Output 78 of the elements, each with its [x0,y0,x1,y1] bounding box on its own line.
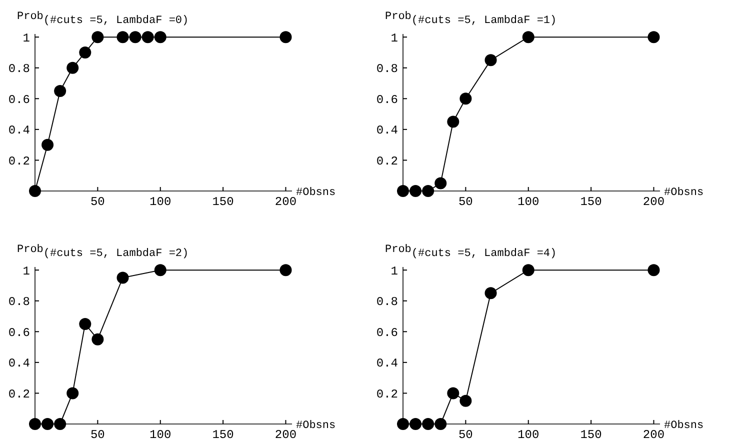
x-tick-label: 50 [90,195,105,209]
point [484,287,497,300]
y-tick-label: 1 [390,31,398,46]
point [66,387,79,400]
y-tick-label: 0.6 [8,92,30,107]
point [129,31,142,44]
point [66,62,79,74]
y-tick-label: 0.2 [376,154,398,168]
x-tick-label: 150 [580,195,602,209]
point [154,31,166,44]
point [42,418,54,430]
point [280,264,292,276]
point [522,264,534,276]
point [460,394,472,407]
point [79,46,92,58]
x-axis-title: #Obsns [296,420,336,432]
point [410,418,422,430]
y-tick-label: 0.2 [8,154,30,168]
x-tick-label: 200 [642,195,665,209]
x-tick-label: 50 [458,428,473,442]
point [92,333,104,346]
point [154,264,166,276]
point [142,31,154,44]
x-tick-label: 50 [90,428,105,442]
y-tick-label: 0.4 [8,124,30,138]
point [29,418,41,430]
x-tick-label: 150 [212,428,234,442]
y-tick-label: 0.4 [376,356,398,371]
x-tick-label: 100 [150,428,172,442]
y-tick-label: 0.8 [8,62,30,76]
y-tick-label: 1 [390,264,398,278]
y-tick-label: 1 [22,264,30,278]
point [42,138,54,151]
point [397,418,409,430]
point [648,264,660,276]
x-axis-title: #Obsns [664,420,704,432]
y-tick-label: 0.8 [8,295,30,310]
x-tick-label: 100 [518,428,540,442]
x-tick-label: 150 [212,195,234,209]
point [92,31,104,44]
point [460,92,472,105]
x-tick-label: 150 [580,428,602,442]
point [410,185,422,197]
point [434,177,447,190]
y-tick-label: 0.6 [376,92,398,107]
y-tick-label: 1 [22,31,30,46]
point [484,54,497,66]
point [54,418,66,430]
point [54,84,66,97]
y-tick-label: 0.4 [376,124,398,138]
point [116,272,129,284]
point [522,31,534,44]
point [29,185,41,197]
point [79,318,92,330]
point [422,418,434,430]
y-tick-label: 0.8 [376,62,398,76]
point [422,185,434,197]
x-axis-title: #Obsns [664,187,704,199]
y-tick-label: 0.4 [8,356,30,371]
x-tick-label: 200 [274,428,297,442]
point [397,185,409,197]
point [280,31,292,44]
point [434,418,447,430]
point [648,31,660,44]
point [116,31,129,44]
x-tick-label: 100 [518,195,540,209]
y-tick-label: 0.8 [376,295,398,310]
y-tick-label: 0.2 [8,387,30,402]
y-tick-label: 0.6 [8,326,30,340]
x-tick-label: 100 [150,195,172,209]
y-tick-label: 0.6 [376,326,398,340]
x-tick-label: 50 [458,195,473,209]
point [447,387,460,400]
x-tick-label: 200 [274,195,297,209]
x-axis-title: #Obsns [296,187,336,199]
x-tick-label: 200 [642,428,665,442]
y-tick-label: 0.2 [376,387,398,402]
point [447,116,460,128]
